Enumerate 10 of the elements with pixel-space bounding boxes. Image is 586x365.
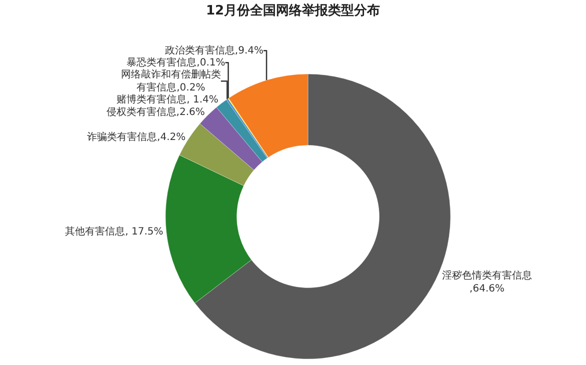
- slice-label: 政治类有害信息,9.4%: [164, 44, 264, 57]
- slice-label: 网络敲诈和有偿删帖类有害信息,0.2%: [120, 68, 221, 94]
- data-label: ,64.6%: [470, 284, 504, 295]
- slice-label: 淫秽色情类有害信息: [442, 270, 532, 282]
- slice-label: 赌博类有害信息, 1.4%: [116, 94, 218, 106]
- chart-title: 12月份全国网络举报类型分布: [206, 2, 380, 19]
- slice-label: 其他有害信息, 17.5%: [65, 225, 164, 238]
- slice-label: 侵权类有害信息,2.6%: [106, 106, 205, 118]
- slice-label: 诈骗类有害信息,4.2%: [87, 130, 186, 143]
- slice-label: 暴恐类有害信息,0.1%: [126, 56, 226, 69]
